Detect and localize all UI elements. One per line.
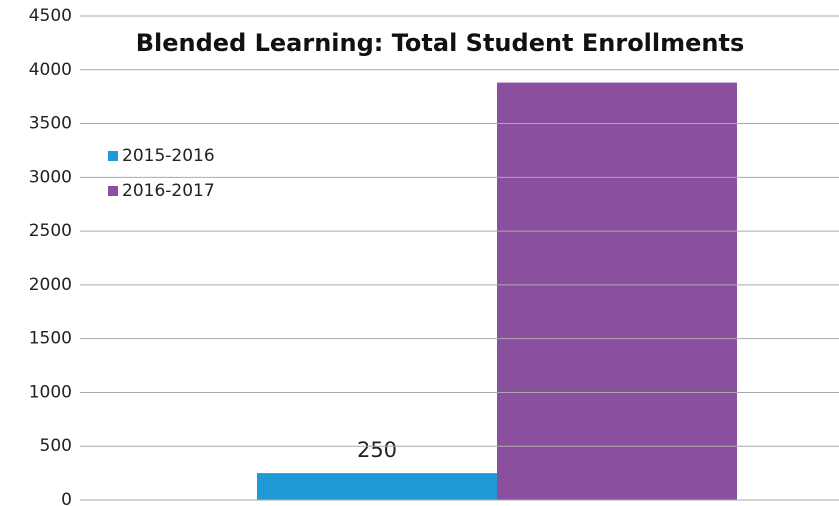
- data-label: 250: [357, 438, 397, 462]
- y-tick-label: 4500: [29, 6, 72, 26]
- y-tick-label: 1500: [29, 329, 72, 349]
- y-tick-label: 0: [61, 490, 72, 506]
- legend-swatch: [108, 186, 118, 196]
- y-tick-label: 4000: [29, 60, 72, 80]
- y-tick-label: 2000: [29, 275, 72, 295]
- legend-label: 2015-2016: [122, 146, 215, 166]
- y-tick-label: 500: [40, 436, 72, 456]
- chart-title: Blended Learning: Total Student Enrollme…: [136, 29, 745, 57]
- bar: [257, 473, 497, 500]
- legend-label: 2016-2017: [122, 181, 215, 201]
- bar: [497, 82, 737, 500]
- y-tick-label: 3000: [29, 167, 72, 187]
- y-tick-label: 1000: [29, 382, 72, 402]
- legend-swatch: [108, 151, 118, 161]
- y-tick-label: 3500: [29, 114, 72, 134]
- y-tick-label: 2500: [29, 221, 72, 241]
